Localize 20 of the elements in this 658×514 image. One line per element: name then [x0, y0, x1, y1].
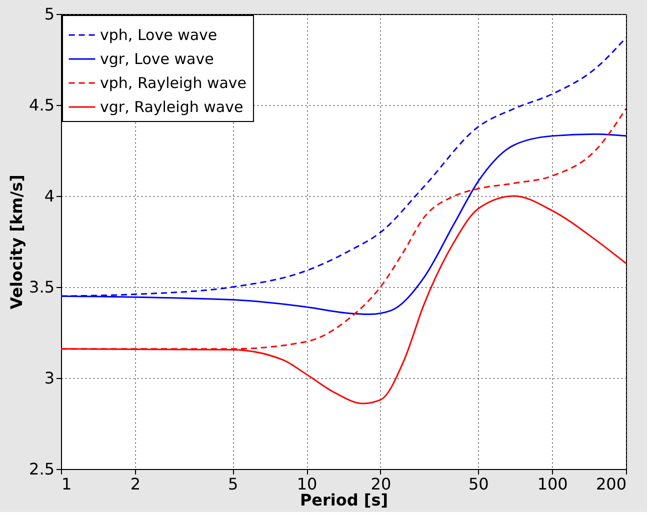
y-tick-label: 3 — [44, 368, 54, 388]
legend-label: vph, Love wave — [100, 26, 218, 44]
y-tick-label: 3.5 — [29, 278, 54, 296]
x-tick-label: 50 — [468, 474, 489, 494]
y-tick-label: 4.5 — [29, 96, 54, 114]
legend-label: vgr, Rayleigh wave — [100, 98, 244, 116]
y-tick-label: 4 — [44, 186, 54, 206]
x-tick-label: 100 — [537, 474, 568, 494]
legend-label: vph, Rayleigh wave — [100, 74, 247, 92]
x-tick-label: 2 — [130, 474, 141, 494]
x-tick-label: 1 — [62, 474, 72, 494]
legend-label: vgr, Love wave — [100, 50, 214, 68]
y-axis-title: Velocity [km/s] — [7, 174, 26, 310]
x-axis-title: Period [s] — [300, 490, 388, 510]
y-tick-label: 2.5 — [29, 460, 54, 478]
x-tick-label: 20 — [370, 474, 392, 494]
y-tick-label: 5 — [44, 4, 54, 24]
x-tick-label: 200 — [596, 474, 626, 494]
x-tick-label: 10 — [296, 474, 318, 494]
x-tick-label: 5 — [228, 474, 238, 494]
